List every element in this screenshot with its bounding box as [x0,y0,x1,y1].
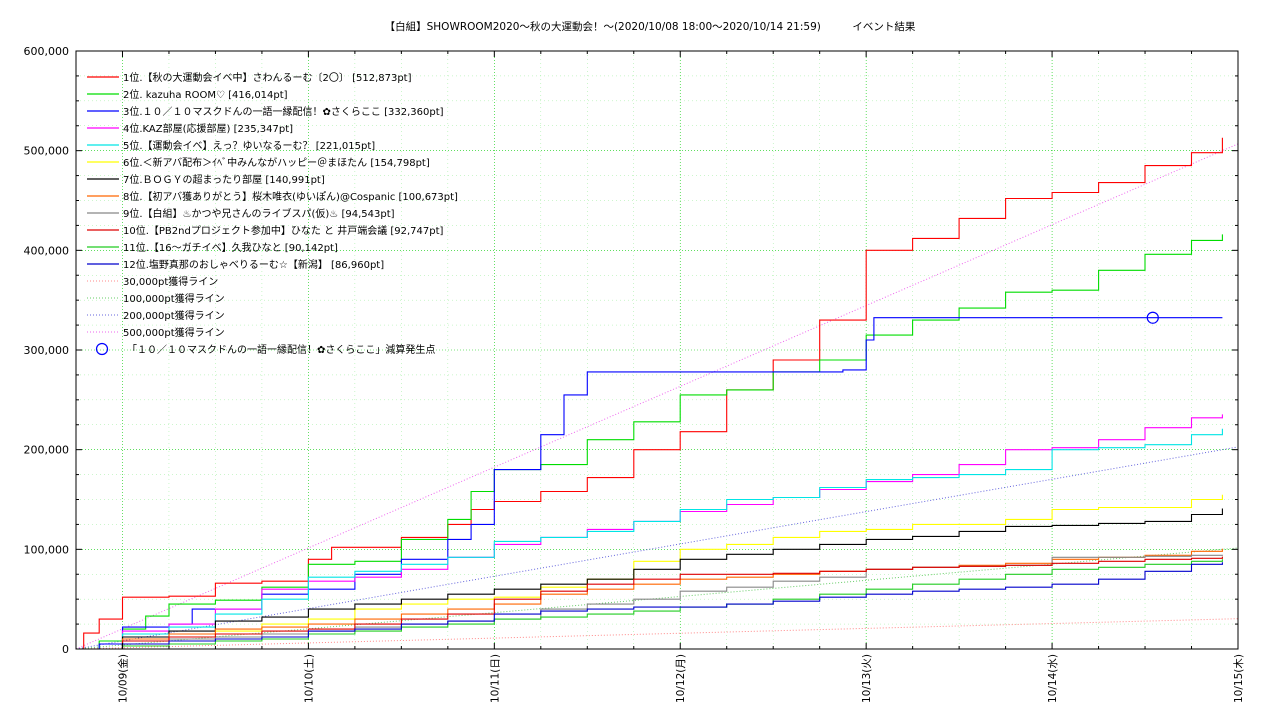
y-tick-label: 300,000 [24,344,70,357]
reduction-marker [1146,311,1159,324]
series-line [76,494,1223,650]
series-line [76,508,1223,650]
series-line [76,137,1223,650]
y-tick-label: 200,000 [24,444,70,457]
x-tick-label: 10/10(土) [302,654,315,703]
x-tick-label: 10/15(木) [1233,654,1245,703]
legend: 1位.【秋の大運動会イベ中】さわんるーむ〔2〇〕 [512,873pt] 2位. … [87,71,458,356]
x-tick-label: 10/09(金) [116,654,129,703]
legend-label: 200,000pt獲得ライン [123,309,225,322]
legend-label: 「１０／１０マスクドんの一語一縁配信！✿さくらここ」減算発生点 [127,343,435,356]
legend-label: 10位.【PB2ndプロジェクト参加中】ひなた と 井戸端会議 [92,747p… [123,224,444,237]
y-tick-label: 100,000 [24,543,70,556]
markers [1146,311,1159,324]
legend-marker [95,342,109,356]
series-line [76,556,1223,650]
legend-label: 3位.１０／１０マスクドんの一語一縁配信！✿さくらここ [332,360pt] [123,105,444,118]
x-tick-label: 10/13(火) [861,654,873,703]
legend-label: 5位.【運動会イベ】えっ？ゆいなるーむ？ [221,015pt] [123,139,375,152]
y-tick-label: 500,000 [24,145,70,158]
series-line [76,428,1223,650]
legend-label: 500,000pt獲得ライン [123,326,225,339]
legend-label: 2位. kazuha ROOM♡ [416,014pt] [123,88,288,101]
reference-line [75,143,1239,650]
x-tick-label: 10/14(水) [1047,654,1059,703]
y-tick-label: 400,000 [24,244,70,257]
legend-label: 6位.＜新アバ配布＞ｲﾍﾞ中みんながハッピー＠まほたん [154,798pt] [123,156,430,169]
legend-label: 4位.KAZ部屋(応援部屋) [235,347pt] [123,122,293,135]
chart-title: 【白組】SHOWROOM2020〜秋の大運動会！〜(2020/10/08 18:… [385,20,916,33]
axes: 0 100,000 200,000 300,000 400,000 500,000 600,… [24,45,1246,703]
series-line [76,234,1223,650]
series-line [76,559,1223,650]
legend-label: 12位.塩野真那のおしゃべりるーむ☆【新潟】 [86,960pt] [123,258,384,271]
legend-label: 7位.ＢＯＧＹの超まったり部屋 [140,991pt] [123,173,325,186]
x-tick-label: 10/11(日) [489,654,501,703]
legend-label: 30,000pt獲得ライン [123,275,218,288]
y-tick-label: 600,000 [24,45,70,58]
series-lines [76,137,1223,650]
legend-label: 9位.【白組】♨かつや兄さんのライブスパ(仮)♨ [94,543pt] [123,207,395,220]
legend-label: 1位.【秋の大運動会イベ中】さわんるーむ〔2〇〕 [512,873pt] [123,71,412,84]
y-tick-label: 0 [62,643,69,656]
legend-label: 8位.【初アバ獲ありがとう】桜木唯衣(ゆいぽん)@Cospanic [100,6… [123,190,458,203]
x-tick-label: 10/12(月) [675,654,687,703]
legend-label: 100,000pt獲得ライン [123,292,225,305]
reference-lines [75,143,1239,650]
legend-label: 11位.【16〜ガチイベ】久我ひなと [90,142pt] [123,241,338,254]
series-line [76,562,1223,650]
